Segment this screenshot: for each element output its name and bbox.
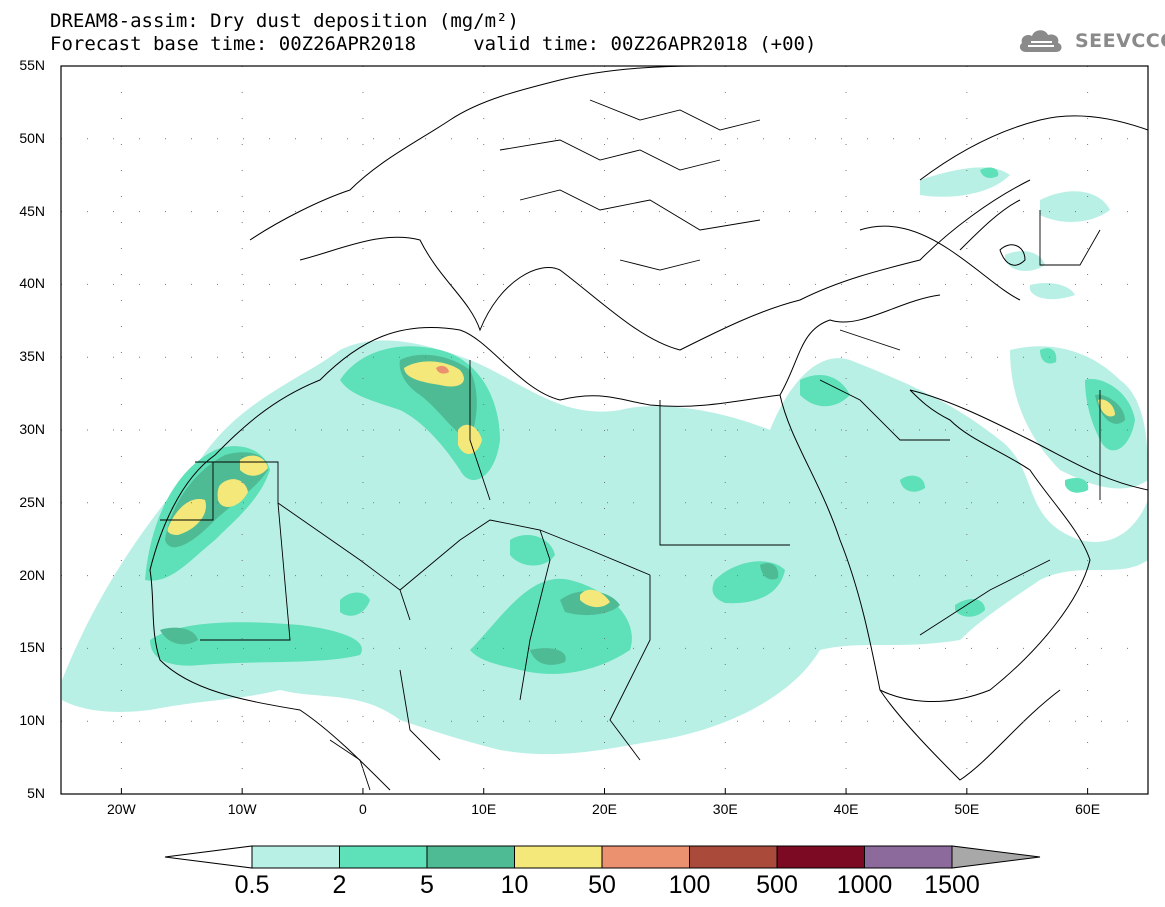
- lon-tick-label: 20E: [592, 801, 617, 817]
- map-title-line1: DREAM8-assim: Dry dust deposition (mg/m²…: [50, 10, 519, 32]
- cloud-icon: [1019, 30, 1062, 52]
- lat-tick-label: 5N: [27, 785, 45, 801]
- legend-label: 500: [756, 871, 798, 899]
- logo-text: SEEVCCC: [1075, 30, 1165, 52]
- legend-label: 50: [588, 871, 616, 899]
- seevccc-logo: SEEVCCC: [1018, 24, 1165, 58]
- lat-tick-label: 30N: [19, 421, 45, 437]
- legend-label: 5: [420, 871, 434, 899]
- lon-tick-label: 40E: [833, 801, 859, 817]
- legend-over-triangle: [951, 845, 1041, 869]
- legend-bin: [689, 845, 778, 869]
- lat-tick-label: 55N: [19, 57, 45, 73]
- lat-tick-label: 40N: [19, 275, 45, 292]
- map-title-line2: Forecast base time: 00Z26APR2018 valid t…: [50, 33, 817, 55]
- lat-tick-label: 20N: [19, 566, 45, 583]
- lat-tick-label: 50N: [19, 129, 45, 146]
- lat-lon-grid: [61, 66, 1148, 794]
- lat-tick-label: 25N: [19, 493, 45, 510]
- legend-label: 100: [668, 871, 711, 899]
- lat-tick-label: 10N: [19, 712, 45, 729]
- legend-label: 0.5: [234, 871, 270, 899]
- legend-bin: [776, 845, 865, 869]
- lon-tick-label: 0: [359, 801, 367, 817]
- lon-tick-label: 10E: [471, 801, 497, 817]
- legend-bin: [251, 845, 340, 869]
- legend-under-triangle: [164, 845, 253, 869]
- lon-tick-label: 50E: [954, 801, 980, 817]
- legend-label: 1000: [836, 871, 893, 899]
- legend-bin: [864, 845, 953, 869]
- legend-label: 10: [500, 871, 529, 899]
- lat-tick-label: 35N: [19, 348, 45, 365]
- lon-tick-label: 10W: [227, 801, 257, 817]
- legend-bin: [514, 845, 603, 869]
- coastlines: [149, 65, 1149, 791]
- legend-bin: [601, 845, 690, 869]
- legend-bin: [339, 845, 428, 869]
- lon-tick-label: 60E: [1075, 801, 1101, 817]
- lat-tick-label: 45N: [19, 202, 45, 219]
- country-borders: [160, 99, 1101, 791]
- dust-shading: [62, 167, 1148, 755]
- map-frame: [60, 65, 1149, 795]
- lon-tick-label: 20W: [106, 801, 136, 817]
- lon-tick-label: 30E: [712, 801, 738, 817]
- legend-bin: [426, 845, 515, 869]
- lat-tick-label: 15N: [19, 639, 45, 656]
- legend-label: 2: [332, 871, 347, 899]
- legend-label: 1500: [924, 871, 980, 899]
